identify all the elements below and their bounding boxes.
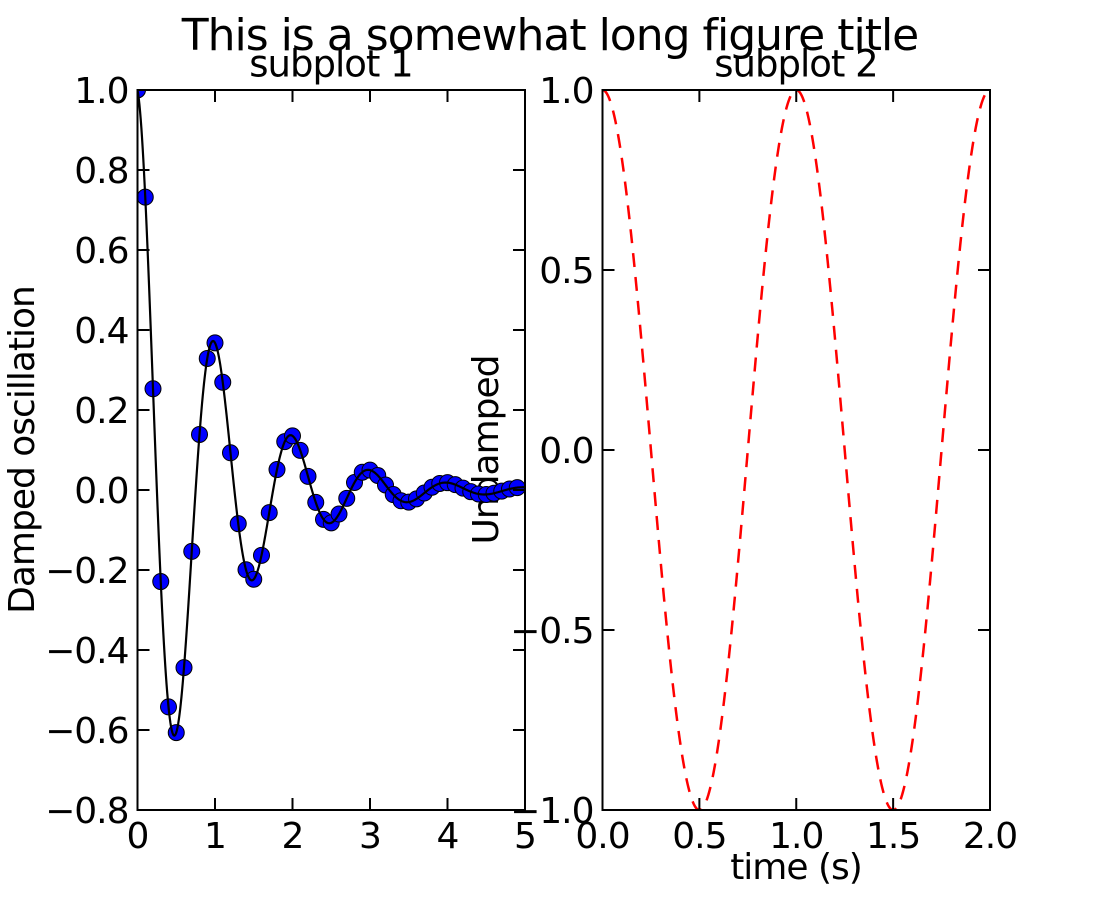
undamped-cosine-line [602, 90, 990, 810]
y-tick-label: 0.5 [539, 251, 593, 292]
y-tick-label: 0.0 [74, 471, 128, 512]
damped-oscillation-line [137, 90, 525, 737]
y-tick-label: 0.2 [74, 391, 128, 432]
x-tick-label: 0 [127, 816, 149, 857]
axes-spines-subplot2 [601, 89, 991, 811]
y-tick-label: 1.0 [539, 71, 593, 112]
x-tick-label: 0.5 [672, 816, 726, 857]
x-tick-label: 1.5 [866, 816, 920, 857]
y-tick-label: 0.0 [539, 431, 593, 472]
subplot2-title: subplot 2 [714, 42, 878, 86]
y-tick-label: −1.0 [510, 791, 593, 832]
y-tick-label: 0.6 [74, 231, 128, 272]
axes-spines-subplot1 [136, 89, 526, 811]
x-tick-label: 2.0 [963, 816, 1017, 857]
x-tick-label: 5 [514, 816, 536, 857]
y-tick-label: −0.2 [45, 551, 128, 592]
y-tick-label: −0.5 [510, 611, 593, 652]
subplot1-title: subplot 1 [249, 42, 413, 86]
subplot2-xlabel: time (s) [730, 847, 863, 888]
ticks-subplot1: 0 1 2 3 4 5 1.0 0.8 0.6 0.4 0.2 0.0 −0.2 −0.4 −0.6 −0.8 [45, 71, 537, 857]
figure-suptitle: This is a somewhat long figure title [181, 10, 920, 61]
y-tick-label: 0.8 [74, 151, 128, 192]
y-tick-label: −0.8 [45, 791, 128, 832]
y-tick-label: −0.6 [45, 711, 128, 752]
x-tick-label: 1.0 [769, 816, 823, 857]
y-tick-label: 0.4 [74, 311, 128, 352]
y-tick-label: 1.0 [74, 71, 128, 112]
y-tick-label: −0.4 [45, 631, 128, 672]
damped-oscillation-markers [137, 90, 525, 742]
x-tick-label: 3 [359, 816, 381, 857]
ticks-subplot2: 0.0 0.5 1.0 1.5 2.0 1.0 0.5 0.0 −0.5 −1.0 [510, 71, 1018, 857]
plot-area-subplot2 [602, 90, 990, 810]
x-tick-label: 4 [437, 816, 459, 857]
x-tick-label: 0.0 [575, 816, 629, 857]
x-tick-label: 1 [204, 816, 226, 857]
x-tick-label: 2 [282, 816, 304, 857]
plot-area-subplot1 [137, 90, 525, 742]
